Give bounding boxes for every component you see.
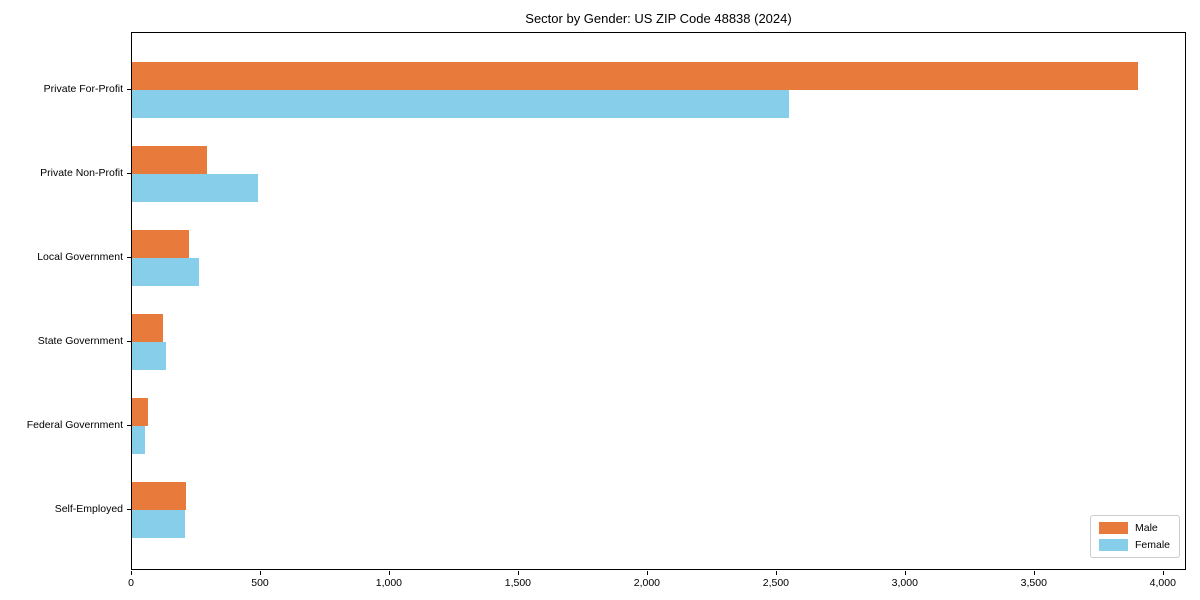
x-tick-mark xyxy=(517,571,519,575)
x-tick-label-0: 0 xyxy=(128,577,134,589)
y-tick-label-state-government: State Government xyxy=(37,335,123,347)
y-tick-label-local-government: Local Government xyxy=(37,251,123,263)
x-tick-mark xyxy=(646,571,648,575)
x-tick-label-3500: 3,500 xyxy=(1020,577,1047,589)
legend-item-female: Female xyxy=(1098,539,1170,551)
x-tick-label-1000: 1,000 xyxy=(375,577,403,589)
x-tick-label-500: 500 xyxy=(251,577,269,589)
bar-female-private-for-profit xyxy=(132,90,789,118)
y-tick-label-private-non-profit: Private Non-Profit xyxy=(40,167,123,179)
x-tick-label-2000: 2,000 xyxy=(633,577,661,589)
bar-male-private-non-profit xyxy=(132,146,207,174)
x-tick-label-1500: 1,500 xyxy=(504,577,532,589)
y-tick-label-self-employed: Self-Employed xyxy=(54,503,123,515)
bar-male-state-government xyxy=(132,314,163,342)
bar-female-private-non-profit xyxy=(132,174,259,202)
x-tick-mark xyxy=(388,571,390,575)
legend-swatch-male xyxy=(1098,522,1128,534)
x-tick-mark xyxy=(260,571,261,575)
x-tick-mark xyxy=(775,571,777,575)
bar-male-private-for-profit xyxy=(132,62,1138,90)
bar-female-federal-government xyxy=(132,426,145,454)
x-tick-label-2500: 2,500 xyxy=(762,577,790,589)
y-tick-mark xyxy=(127,425,131,426)
plot-area: Male Female xyxy=(131,32,1186,570)
y-tick-label-federal-government: Federal Government xyxy=(26,419,123,431)
x-tick-mark xyxy=(1033,571,1035,575)
chart-title: Sector by Gender: US ZIP Code 48838 (202… xyxy=(525,11,792,26)
y-tick-mark xyxy=(127,509,131,510)
y-tick-label-private-for-profit: Private For-Profit xyxy=(43,83,123,95)
bar-female-state-government xyxy=(132,342,166,370)
legend-item-male: Male xyxy=(1098,522,1170,534)
legend-label-female: Female xyxy=(1134,539,1170,551)
y-tick-mark xyxy=(127,257,131,258)
bar-male-self-employed xyxy=(132,482,187,510)
legend-swatch-female xyxy=(1098,539,1128,551)
x-tick-label-4000: 4,000 xyxy=(1149,577,1176,589)
bar-male-federal-government xyxy=(132,398,148,426)
legend: Male Female xyxy=(1089,515,1180,558)
bar-female-local-government xyxy=(132,258,200,286)
bar-female-self-employed xyxy=(132,510,185,538)
x-tick-label-3000: 3,000 xyxy=(891,577,918,589)
x-tick-mark xyxy=(1162,571,1164,575)
x-tick-mark xyxy=(131,571,132,575)
bar-male-local-government xyxy=(132,230,189,258)
y-tick-mark xyxy=(127,341,131,342)
legend-label-male: Male xyxy=(1134,522,1158,534)
y-tick-mark xyxy=(127,89,131,90)
y-tick-mark xyxy=(127,173,131,174)
x-tick-mark xyxy=(904,571,906,575)
